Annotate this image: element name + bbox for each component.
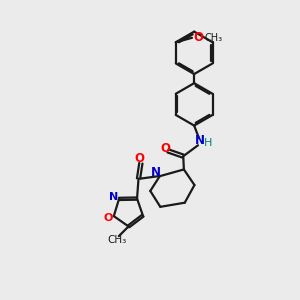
Text: O: O [134, 152, 144, 165]
Text: H: H [203, 138, 212, 148]
Text: N: N [109, 192, 119, 203]
Text: CH₃: CH₃ [204, 33, 223, 43]
Text: CH₃: CH₃ [108, 235, 127, 245]
Text: O: O [194, 31, 203, 44]
Text: O: O [104, 214, 113, 224]
Text: N: N [194, 134, 205, 147]
Text: N: N [151, 166, 161, 179]
Text: O: O [160, 142, 171, 155]
